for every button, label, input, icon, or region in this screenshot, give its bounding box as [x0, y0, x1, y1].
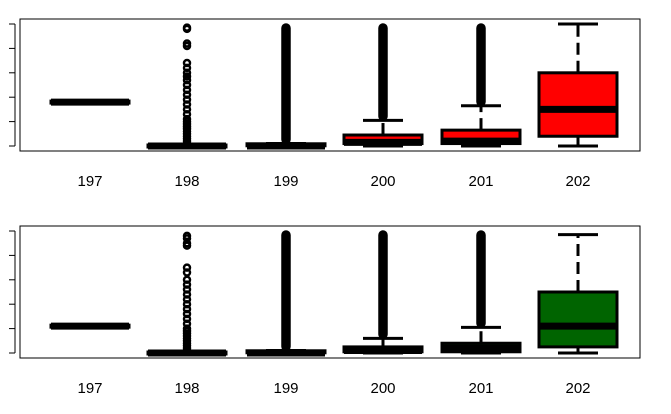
x-tick-label: 202	[565, 380, 590, 397]
box-201	[440, 230, 522, 355]
panel-2: 197 198 199 200 201 202	[9, 225, 641, 397]
outlier-points	[281, 230, 291, 352]
iqr-box	[537, 290, 619, 349]
outlier-point	[182, 75, 192, 85]
box-199	[245, 230, 327, 357]
x-tick-label: 200	[370, 380, 395, 397]
box-197	[49, 322, 131, 330]
plot-frame	[19, 18, 641, 152]
box-199	[245, 23, 327, 150]
outlier-point	[182, 39, 192, 48]
box-202	[537, 233, 619, 355]
box-200	[342, 23, 424, 148]
x-tick-label: 198	[174, 380, 199, 397]
outlier-point	[182, 275, 192, 285]
x-tick-label: 199	[273, 380, 298, 397]
panel-1: 197 198 199 200 201 202	[9, 18, 641, 190]
outlier-point	[182, 58, 192, 68]
box-201	[440, 23, 522, 148]
box-198	[146, 23, 228, 150]
outlier-point	[182, 72, 192, 81]
x-tick-label: 197	[77, 173, 102, 190]
outlier-point	[182, 231, 192, 241]
outlier-point	[182, 263, 192, 272]
outlier-point	[182, 23, 192, 32]
outlier-points	[281, 23, 291, 145]
x-tick-label: 199	[273, 173, 298, 190]
outlier-points	[378, 230, 388, 340]
iqr-box	[537, 71, 619, 138]
outlier-points	[476, 230, 486, 329]
outlier-points	[476, 23, 486, 107]
x-tick-label: 201	[468, 173, 493, 190]
x-tick-label: 200	[370, 173, 395, 190]
box-202	[537, 22, 619, 148]
x-tick-label: 198	[174, 173, 199, 190]
box-198	[146, 231, 228, 357]
outlier-points	[378, 23, 388, 122]
plot-frame	[19, 225, 641, 359]
x-tick-label: 202	[565, 173, 590, 190]
x-tick-label: 197	[77, 380, 102, 397]
box-200	[342, 230, 424, 355]
x-tick-label: 201	[468, 380, 493, 397]
box-197	[49, 98, 131, 106]
